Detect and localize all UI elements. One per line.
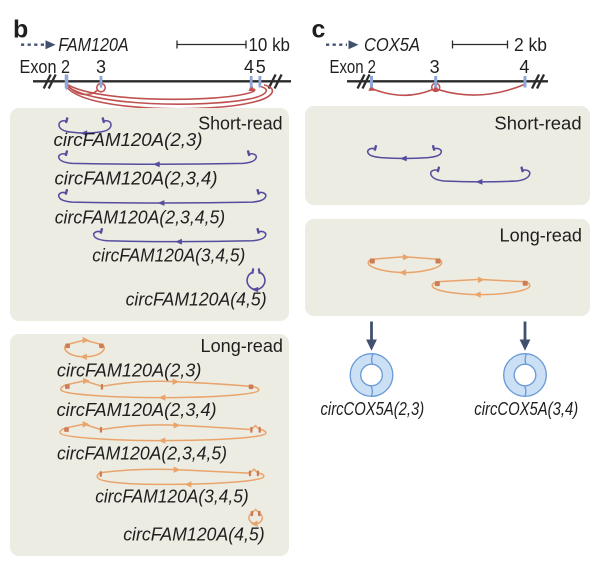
svg-text:Short-read: Short-read xyxy=(494,113,581,134)
svg-text:circFAM120A(2,3,4): circFAM120A(2,3,4) xyxy=(57,399,217,420)
svg-text:circCOX5A(3,4): circCOX5A(3,4) xyxy=(474,398,578,419)
svg-text:circFAM120A(4,5): circFAM120A(4,5) xyxy=(123,524,265,545)
svg-text:FAM120A: FAM120A xyxy=(58,34,129,55)
svg-text:Exon 2: Exon 2 xyxy=(330,56,377,77)
svg-text:5: 5 xyxy=(256,57,266,77)
svg-text:circFAM120A(2,3): circFAM120A(2,3) xyxy=(54,129,203,150)
svg-text:circFAM120A(2,3,4): circFAM120A(2,3,4) xyxy=(55,168,218,189)
svg-text:Short-read: Short-read xyxy=(198,113,282,134)
svg-text:b: b xyxy=(13,16,28,44)
svg-text:circFAM120A(2,3,4,5): circFAM120A(2,3,4,5) xyxy=(57,443,227,464)
svg-text:circFAM120A(3,4,5): circFAM120A(3,4,5) xyxy=(95,486,249,507)
svg-text:Long-read: Long-read xyxy=(500,225,583,246)
svg-text:3: 3 xyxy=(96,57,106,77)
svg-text:3: 3 xyxy=(430,57,440,77)
svg-text:circFAM120A(2,3,4,5): circFAM120A(2,3,4,5) xyxy=(55,207,226,228)
svg-text:circFAM120A(3,4,5): circFAM120A(3,4,5) xyxy=(92,245,245,266)
svg-text:4: 4 xyxy=(244,57,254,77)
svg-text:Exon 2: Exon 2 xyxy=(20,56,71,77)
svg-text:circFAM120A(2,3): circFAM120A(2,3) xyxy=(57,360,202,381)
svg-text:circCOX5A(2,3): circCOX5A(2,3) xyxy=(321,398,425,419)
svg-text:10 kb: 10 kb xyxy=(249,34,291,55)
svg-text:circFAM120A(4,5): circFAM120A(4,5) xyxy=(126,289,267,310)
svg-text:Long-read: Long-read xyxy=(201,335,284,356)
svg-text:COX5A: COX5A xyxy=(364,34,420,55)
svg-text:2 kb: 2 kb xyxy=(514,34,547,55)
svg-text:c: c xyxy=(312,16,326,44)
svg-text:4: 4 xyxy=(519,57,529,77)
